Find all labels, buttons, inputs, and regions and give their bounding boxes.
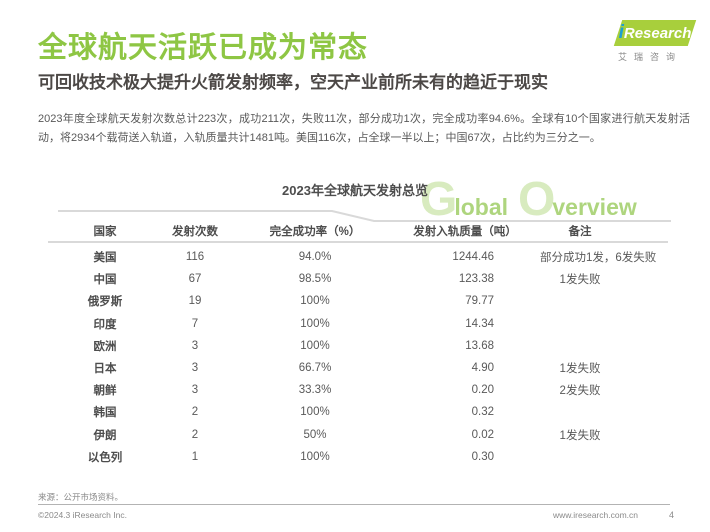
table-header-row: 国家 发射次数 完全成功率（%） 发射入轨质量（吨） 备注 (60, 223, 620, 239)
cell-orbit-mass: 0.02 (471, 428, 494, 441)
cell-note: 1发失败 (559, 363, 601, 376)
table-body: 美国 116 94.0% 1244.46 部分成功1发，6发失败 中国 67 9… (60, 246, 657, 468)
col-header-success-rate: 完全成功率（%） (269, 226, 361, 238)
cell-country: 以色列 (87, 451, 123, 464)
cell-launch-count: 3 (191, 362, 199, 375)
col-header-launches: 发射次数 (172, 226, 218, 238)
col-header-notes: 备注 (568, 226, 592, 238)
cell-success-rate: 98.5% (298, 273, 332, 286)
col-header-orbit-mass: 发射入轨质量（吨） (413, 226, 517, 238)
table-row: 俄罗斯 19 100% 79.77 (60, 290, 620, 312)
cell-orbit-mass: 79.77 (465, 295, 494, 308)
copyright-text: ©2024.3 iResearch Inc. (38, 510, 127, 520)
table-row: 欧洲 3 100% 13.68 (60, 335, 620, 357)
cell-country: 中国 (93, 274, 117, 287)
cell-note: 1发失败 (559, 429, 601, 442)
cell-launch-count: 67 (188, 273, 202, 286)
cell-launch-count: 2 (191, 406, 199, 419)
page-title: 全球航天活跃已成为常态 (38, 32, 369, 64)
cell-success-rate: 100% (300, 339, 330, 352)
table-row: 韩国 2 100% 0.32 (60, 401, 620, 423)
cell-orbit-mass: 14.34 (465, 317, 494, 330)
website-url: www.iresearch.com.cn (552, 510, 638, 520)
cell-launch-count: 1 (191, 450, 199, 463)
cell-orbit-mass: 0.30 (471, 450, 494, 463)
col-header-country: 国家 (93, 226, 117, 238)
cell-country: 朝鲜 (93, 385, 117, 398)
cell-note: 2发失败 (559, 385, 601, 398)
cell-note: 1发失败 (559, 274, 601, 287)
cell-success-rate: 94.0% (298, 251, 332, 264)
cell-success-rate: 100% (300, 450, 330, 463)
cell-success-rate: 100% (300, 406, 330, 419)
cell-country: 伊朗 (93, 429, 117, 442)
table-title: 2023年全球航天发射总览 (282, 183, 428, 198)
cell-success-rate: 33.3% (298, 384, 332, 397)
table-row: 印度 7 100% 14.34 (60, 313, 620, 335)
cell-country: 韩国 (93, 407, 117, 420)
cell-success-rate: 100% (300, 317, 330, 330)
cell-country: 俄罗斯 (87, 296, 123, 309)
footer-divider (38, 504, 670, 505)
cell-country: 印度 (93, 318, 117, 331)
intro-paragraph: 2023年度全球航天发射次数总计223次，成功211次，失败11次，部分成功1次… (38, 113, 690, 144)
page-number: 4 (668, 510, 674, 520)
cell-orbit-mass: 0.20 (471, 384, 494, 397)
cell-country: 欧洲 (93, 340, 117, 353)
cell-note: 部分成功1发，6发失败 (540, 252, 657, 265)
cell-success-rate: 100% (300, 295, 330, 308)
table-row: 以色列 1 100% 0.30 (60, 446, 620, 468)
cell-country: 美国 (93, 252, 117, 265)
table-row: 伊朗 2 50% 0.02 1发失败 (60, 424, 620, 446)
page-subtitle: 可回收技术极大提升火箭发射频率，空天产业前所未有的趋近于现实 (38, 73, 548, 92)
cell-orbit-mass: 123.38 (458, 273, 494, 286)
table-row: 朝鲜 3 33.3% 0.20 2发失败 (60, 379, 620, 401)
logo-i: i (618, 22, 624, 43)
source-note: 来源：公开市场资料。 (38, 492, 124, 502)
cell-success-rate: 50% (303, 428, 327, 441)
cell-orbit-mass: 4.90 (471, 362, 494, 375)
cell-country: 日本 (93, 363, 117, 376)
table-row: 美国 116 94.0% 1244.46 部分成功1发，6发失败 (60, 246, 657, 268)
cell-launch-count: 3 (191, 384, 199, 397)
logo-research: Research (623, 25, 692, 42)
cell-success-rate: 66.7% (298, 362, 332, 375)
cell-orbit-mass: 0.32 (471, 406, 494, 419)
logo-wordmark: iResearch (616, 20, 694, 46)
logo-chinese-name: 艾瑞咨询 (618, 52, 683, 62)
iresearch-logo: iResearch 艾瑞咨询 (612, 18, 697, 66)
cell-launch-count: 19 (188, 295, 202, 308)
cell-launch-count: 3 (191, 339, 199, 352)
cell-launch-count: 7 (191, 317, 199, 330)
table-row: 日本 3 66.7% 4.90 1发失败 (60, 357, 620, 379)
cell-orbit-mass: 1244.46 (452, 251, 494, 264)
cell-launch-count: 2 (191, 428, 199, 441)
cell-launch-count: 116 (185, 251, 205, 264)
cell-orbit-mass: 13.68 (465, 339, 494, 352)
table-row: 中国 67 98.5% 123.38 1发失败 (60, 268, 620, 290)
